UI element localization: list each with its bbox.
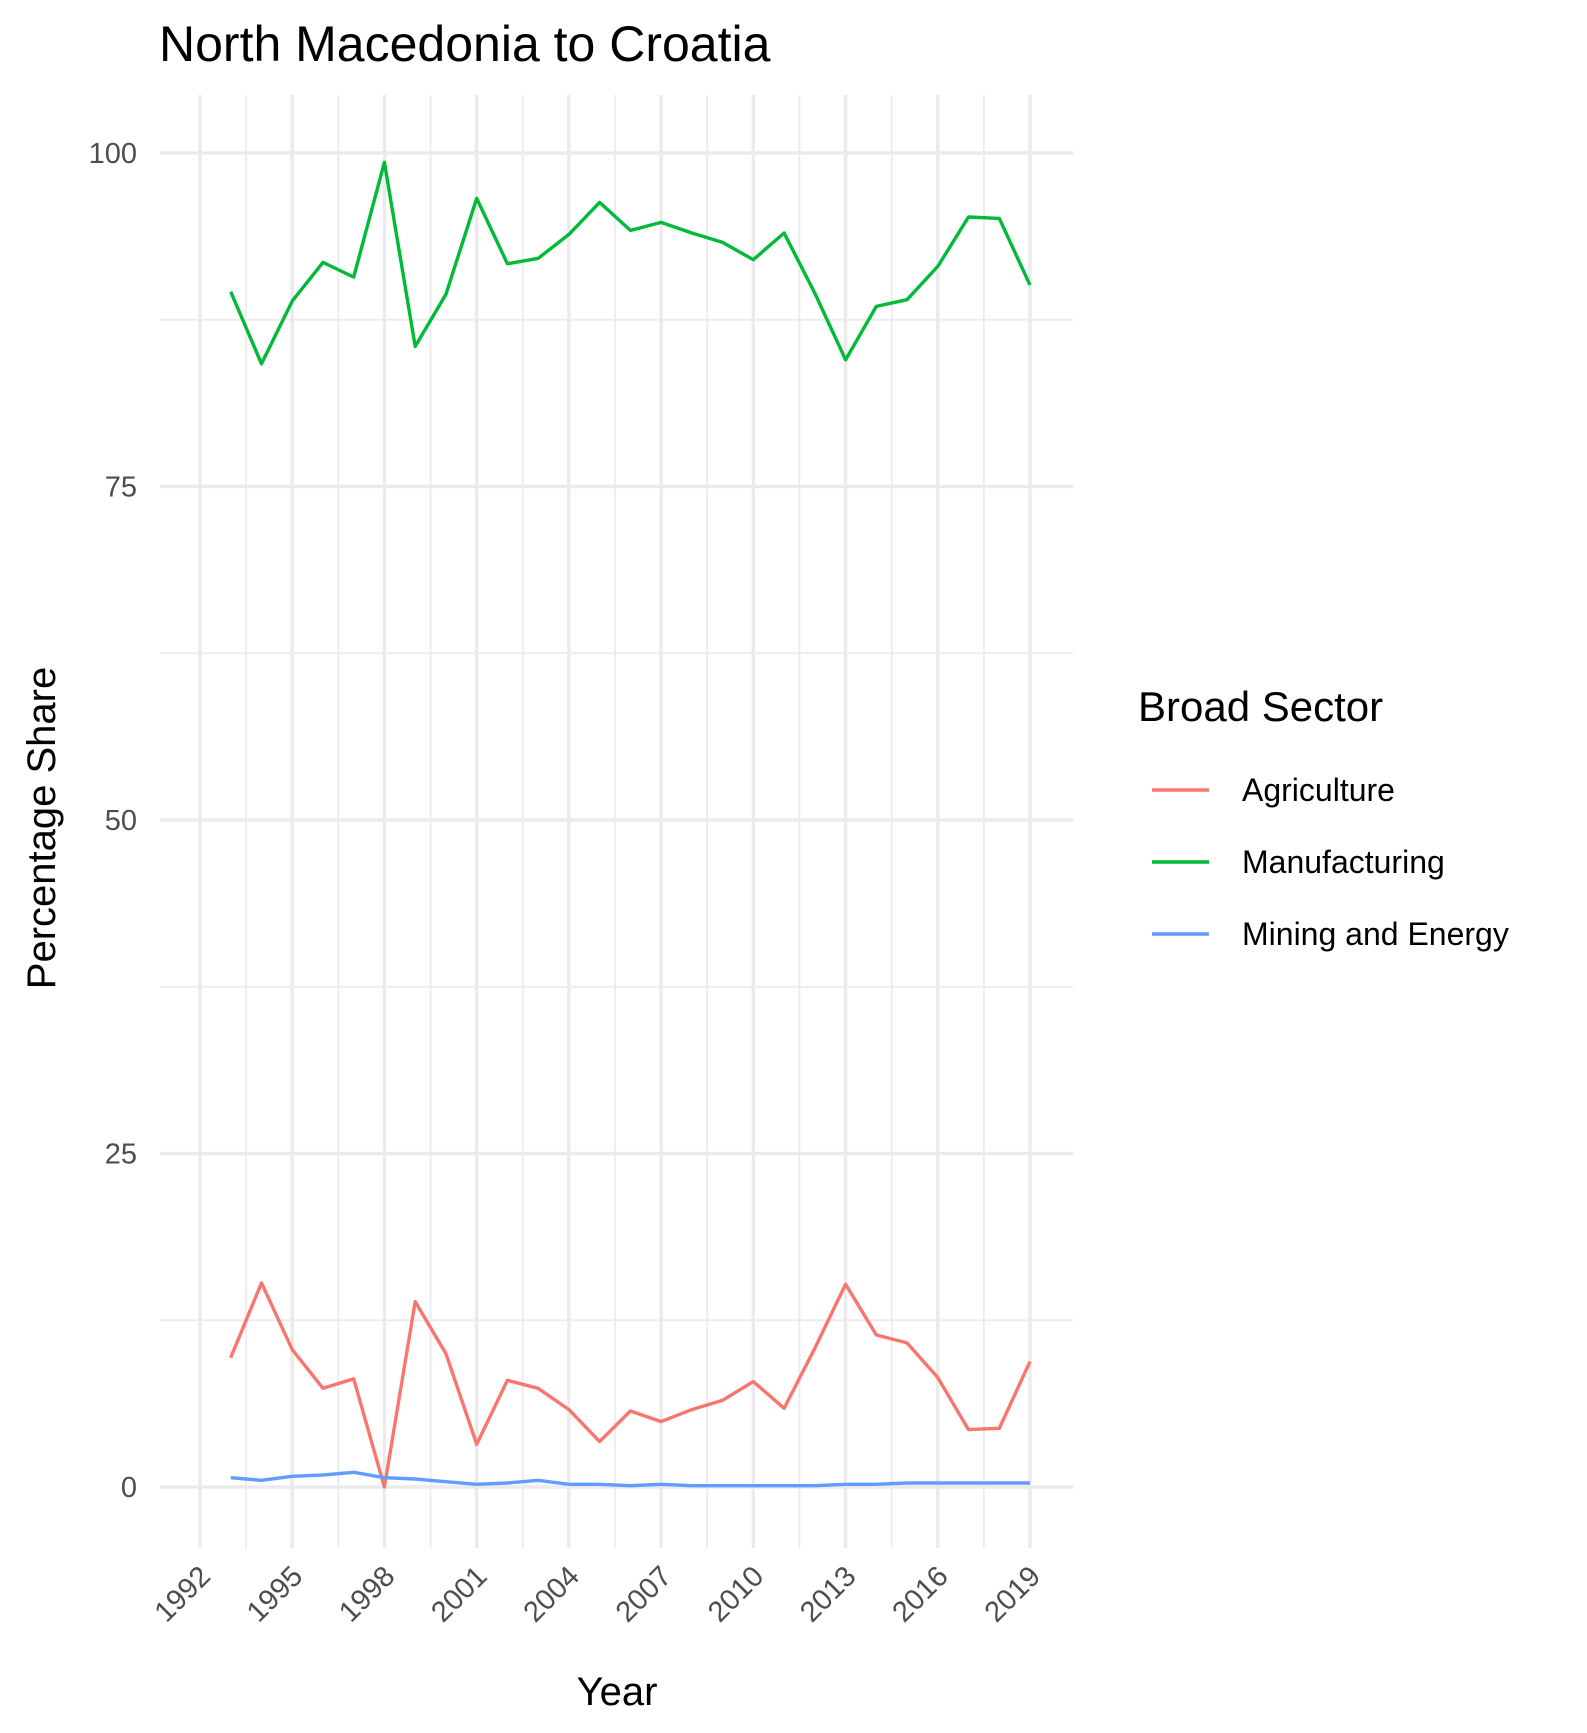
x-tick-label: 2010 [702,1560,770,1628]
y-tick-label: 0 [121,1472,137,1504]
x-tick-label: 1998 [333,1560,401,1628]
x-tick-label: 2019 [979,1560,1047,1628]
x-tick-label: 2007 [610,1560,678,1628]
x-tick-label: 1995 [241,1560,309,1628]
x-tick-label: 2004 [518,1560,586,1628]
grid [160,95,1073,1548]
x-tick-label: 2001 [425,1560,493,1628]
y-tick-label: 50 [105,805,137,837]
legend: Broad Sector Agriculture Manufacturing Min… [1138,683,1509,952]
legend-items: Agriculture Manufacturing Mining and Energ… [1152,772,1509,952]
legend-label-mining-and-energy: Mining and Energy [1242,916,1509,952]
x-tick-label: 2013 [794,1560,862,1628]
x-axis-title: Year [577,1670,658,1714]
series-lines [229,160,1032,1489]
y-tick-label: 100 [89,138,137,170]
x-tick-label: 2016 [886,1560,954,1628]
series-line-mining-and-energy [230,1470,1030,1488]
x-tick-labels: 1992 1995 1998 2001 2004 2007 2010 2013 2016 2019 [149,1560,1047,1628]
legend-label-agriculture: Agriculture [1242,772,1395,808]
series-line-agriculture [229,1281,1032,1489]
y-tick-label: 25 [105,1139,137,1171]
chart-title: North Macedonia to Croatia [159,16,771,72]
y-axis-title: Percentage Share [20,667,64,989]
legend-title: Broad Sector [1138,683,1383,730]
series-line-manufacturing [229,160,1032,366]
legend-label-manufacturing: Manufacturing [1242,844,1445,880]
y-tick-label: 75 [105,472,137,504]
y-tick-labels: 0 25 50 75 100 [89,138,137,1504]
x-tick-label: 1992 [149,1560,217,1628]
